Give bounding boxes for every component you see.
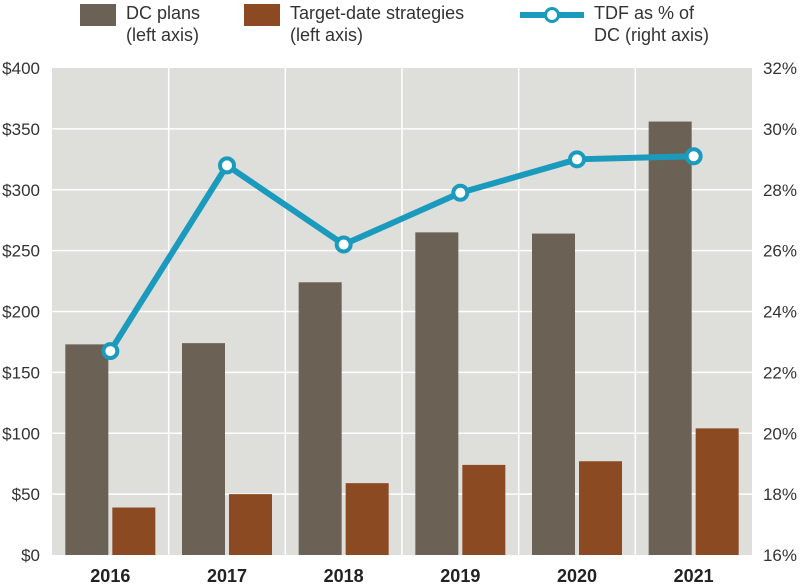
legend-line-tdf-percent [520,4,584,26]
tdf-point [334,235,353,254]
bar-target-date [112,507,156,555]
bar-dc-plans [298,282,342,555]
bar-target-date [229,494,272,555]
left-axis-tick-label: $400 [2,59,40,78]
tdf-point [101,342,120,361]
tdf-point [218,156,236,175]
legend-swatch-target-date [244,4,280,26]
x-axis-tick-label: 2019 [440,566,480,586]
x-axis-tick-label: 2018 [324,566,364,586]
bar-dc-plans [415,232,459,556]
right-axis-tick-label: 28% [763,181,797,200]
legend-label-target-date: Target-date strategies (left axis) [290,3,465,45]
x-axis-tick-label: 2017 [207,566,247,586]
left-axis-tick-label: $350 [2,120,40,139]
bar-target-date [695,428,739,555]
legend-item-tdf-percent: TDF as % of DC (right axis) [520,2,709,46]
left-axis-tick-label: $300 [2,181,40,200]
x-axis-tick-label: 2020 [557,566,597,586]
left-axis-tick-label: $250 [2,242,40,261]
bar-dc-plans [648,121,692,555]
right-axis-tick-label: 26% [763,242,797,261]
tdf-series-line [107,153,694,353]
right-axis-tick-label: 22% [763,363,797,382]
chart-legend: DC plans (left axis) Target-date strateg… [0,0,800,60]
legend-swatch-dc-plans [80,4,116,26]
bar-dc-plans [182,343,225,555]
tdf-point [451,183,470,202]
bar-target-date [345,483,389,555]
right-axis-tick-label: 20% [763,424,797,443]
right-axis-tick-label: 16% [763,546,797,565]
tdf-point [568,150,586,169]
bar-target-date [579,461,622,555]
legend-item-dc-plans: DC plans (left axis) [80,2,200,46]
left-axis-tick-label: $50 [12,485,40,504]
left-axis-tick-label: $0 [21,546,40,565]
right-axis-tick-label: 30% [763,120,797,139]
left-axis-tick-label: $200 [2,303,40,322]
left-axis-tick-label: $100 [2,424,40,443]
bar-dc-plans [65,344,109,555]
legend-item-target-date: Target-date strategies (left axis) [244,2,464,46]
right-axis-tick-label: 32% [763,59,797,78]
right-axis-tick-label: 24% [763,303,797,322]
x-axis-tick-label: 2021 [674,566,714,586]
bar-target-date [462,464,506,555]
tdf-point [684,147,703,166]
legend-label-tdf-percent: TDF as % of DC (right axis) [594,3,710,45]
right-axis-tick-label: 18% [763,485,797,504]
left-axis-tick-label: $150 [2,363,40,382]
x-axis-tick-label: 2016 [90,566,130,586]
legend-label-dc-plans: DC plans (left axis) [126,3,201,45]
bar-dc-plans [532,233,575,555]
